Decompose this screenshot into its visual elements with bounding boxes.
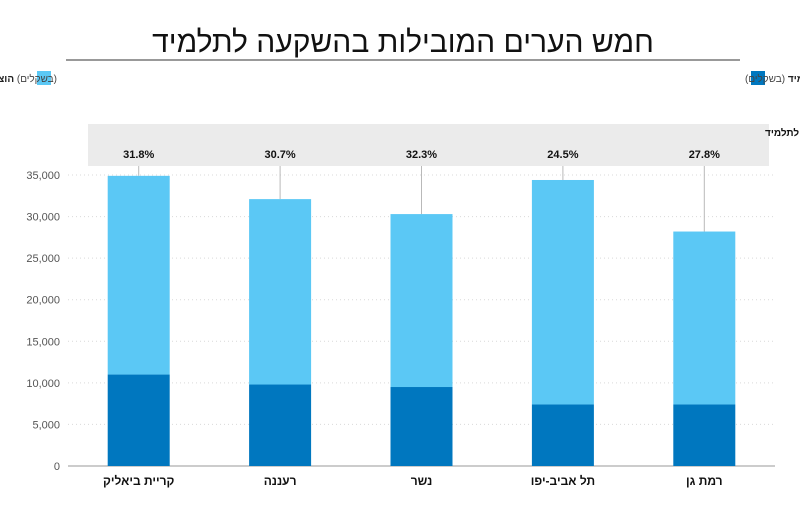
legend-note-local: (בשקלים) [745,73,785,85]
bar-ministry [249,199,312,385]
share-labels: 31.8% 30.7% 32.3% 24.5% 27.8% [123,149,720,161]
category-label: נשר [411,474,433,488]
legend-label-local: הוצאת הרשות המקומית לתלמיד [788,73,800,85]
legend-swatch-ministry [37,71,51,85]
bar-local [531,404,594,466]
y-axis: 0 5,000 10,000 15,000 20,000 25,000 30,000 35,0… [26,170,775,473]
share-label: 24.5% [547,149,578,161]
share-label: 30.7% [264,149,295,161]
y-tick-label: 0 [54,461,60,473]
legend-label-ministry: הוצאת משרד החינוך לתלמיד [0,73,14,85]
bars [107,175,736,466]
category-label: תל אביב-יפו [531,474,595,488]
share-label: 27.8% [689,149,720,161]
share-band [88,124,769,166]
y-tick-label: 35,000 [26,170,60,182]
bar-local [390,387,453,466]
bar-local [107,374,170,466]
bar-local [673,404,736,466]
category-label: קריית ביאליק [103,474,174,488]
legend: הוצאת הרשות המקומית לתלמיד (בשקלים) (בשק… [0,71,800,85]
share-header: אחוז השקעת הרשות מתוך ההוצאה הציבורית לת… [765,127,800,139]
legend-item-ministry: (בשקלים) הוצאת משרד החינוך לתלמיד [0,73,57,85]
bar-ministry [390,214,453,388]
y-tick-label: 10,000 [26,378,60,390]
bar-local [249,384,312,466]
y-tick-label: 5,000 [32,419,60,431]
y-tick-label: 15,000 [26,336,60,348]
legend-swatch-local [751,71,765,85]
category-label: רעננה [264,474,297,488]
y-tick-label: 30,000 [26,212,60,224]
share-label: 32.3% [406,149,437,161]
category-label: רמת גן [686,474,723,488]
bar-ministry [107,175,170,375]
chart-title: חמש הערים המובילות בהשקעה לתלמיד [152,26,654,59]
legend-note-ministry: (בשקלים) [17,73,57,85]
x-axis: קריית ביאליק רעננה נשר תל אביב-יפו רמת גן [103,474,723,488]
share-connectors [138,166,705,232]
y-tick-label: 25,000 [26,253,60,265]
y-tick-label: 20,000 [26,295,60,307]
bar-ministry [673,231,736,405]
bar-ministry [531,179,594,405]
legend-item-local: הוצאת הרשות המקומית לתלמיד (בשקלים) [745,73,800,85]
share-label: 31.8% [123,149,154,161]
